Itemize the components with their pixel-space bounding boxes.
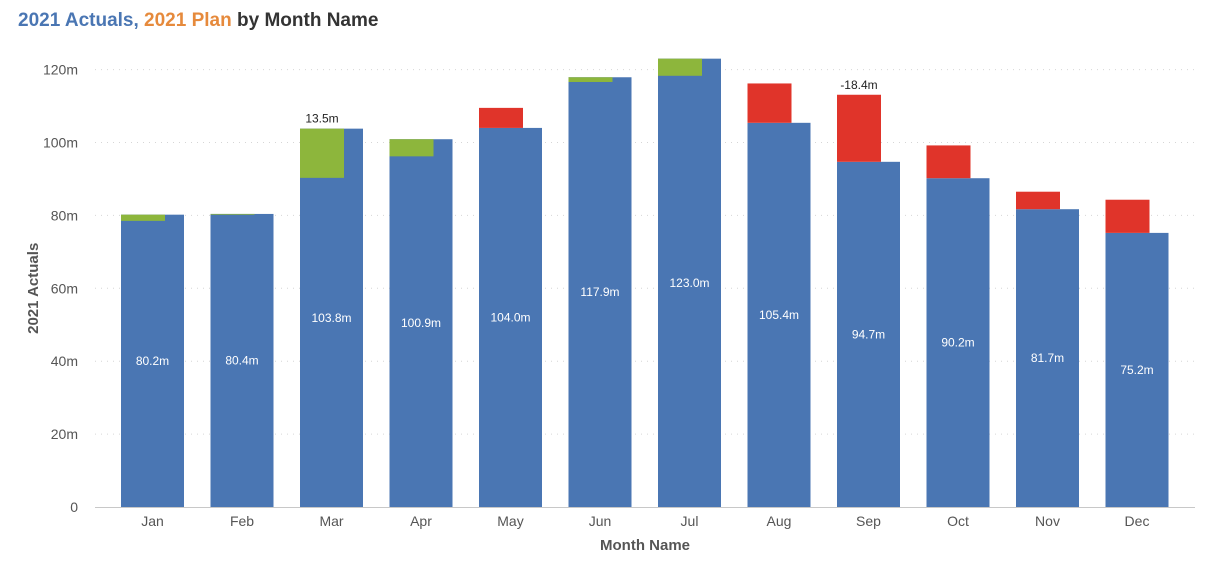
actual-value-label: 123.0m — [669, 276, 709, 290]
negative-variance-bar — [1105, 199, 1150, 233]
actual-value-label: 80.2m — [136, 354, 169, 368]
actual-value-label: 104.0m — [490, 310, 530, 324]
positive-variance-bar — [121, 214, 165, 221]
actual-value-label: 100.9m — [401, 316, 441, 330]
y-tick-label: 120m — [43, 62, 78, 78]
negative-variance-bar — [479, 107, 523, 128]
actual-bar — [747, 122, 811, 507]
variance-label: -18.4m — [840, 78, 877, 92]
actual-value-label: 81.7m — [1031, 351, 1064, 365]
y-tick-label: 40m — [51, 353, 78, 369]
actual-bar — [479, 127, 542, 508]
actual-bar — [1105, 232, 1169, 507]
x-tick-label: Jun — [589, 513, 612, 529]
positive-variance-bar — [658, 58, 702, 76]
y-tick-label: 80m — [51, 207, 78, 223]
y-tick-label: 20m — [51, 426, 78, 442]
x-tick-label: Nov — [1035, 513, 1060, 529]
actual-bar — [210, 213, 274, 507]
negative-variance-bar — [1016, 191, 1060, 210]
title-plan-part: 2021 Plan — [144, 10, 232, 31]
x-tick-label: Jan — [141, 513, 164, 529]
actual-value-label: 105.4m — [759, 308, 799, 322]
actual-value-label: 80.4m — [225, 353, 258, 367]
chart-title: 2021 Actuals, 2021 Plan by Month Name — [18, 10, 378, 32]
actual-value-label: 117.9m — [580, 285, 619, 299]
x-tick-label: Aug — [767, 513, 792, 529]
actual-bar — [121, 214, 184, 507]
x-tick-label: Dec — [1125, 513, 1150, 529]
bars — [121, 58, 1169, 508]
negative-variance-bar — [747, 83, 792, 123]
positive-variance-bar — [210, 213, 255, 215]
x-tick-label: Mar — [319, 513, 343, 529]
negative-variance-bar — [837, 94, 881, 162]
x-tick-label: Jul — [681, 513, 699, 529]
y-tick-label: 0 — [70, 499, 78, 515]
positive-variance-bar — [300, 128, 344, 178]
actual-bar — [300, 128, 363, 508]
actual-bar — [568, 77, 632, 507]
y-tick-label: 100m — [43, 135, 78, 151]
positive-variance-bar — [568, 77, 613, 82]
positive-variance-bar — [389, 139, 434, 157]
actual-value-label: 75.2m — [1120, 363, 1153, 377]
actual-value-label: 103.8m — [311, 311, 351, 325]
title-actual-part: 2021 Actuals — [18, 10, 134, 31]
actual-bar — [926, 178, 990, 507]
title-separator: , — [133, 10, 145, 31]
x-tick-label: Apr — [410, 513, 432, 529]
data-labels: 80.2m 80.4m 103.8m 100.9m 104.0m 117.9m 123.0m… — [136, 78, 1154, 377]
actual-value-label: 90.2m — [941, 336, 974, 350]
axes: 0 20m 40m 60m 80m 100m 120m Jan Feb Mar Apr May Jun J… — [43, 62, 1195, 529]
x-tick-label: Feb — [230, 513, 254, 529]
y-axis-title: 2021 Actuals — [25, 243, 42, 334]
y-tick-label: 60m — [51, 280, 78, 296]
x-axis-title: Month Name — [600, 537, 690, 554]
actual-bar — [658, 58, 721, 507]
x-tick-label: Sep — [856, 513, 881, 529]
variance-label: 13.5m — [305, 112, 338, 126]
actual-value-label: 94.7m — [852, 327, 885, 341]
title-suffix: by Month Name — [231, 10, 379, 31]
x-tick-label: Oct — [947, 513, 969, 529]
x-tick-label: May — [497, 513, 523, 529]
negative-variance-bar — [926, 145, 971, 179]
actual-bar — [389, 139, 453, 508]
actual-bar — [837, 161, 900, 508]
actual-bar — [1016, 209, 1079, 508]
